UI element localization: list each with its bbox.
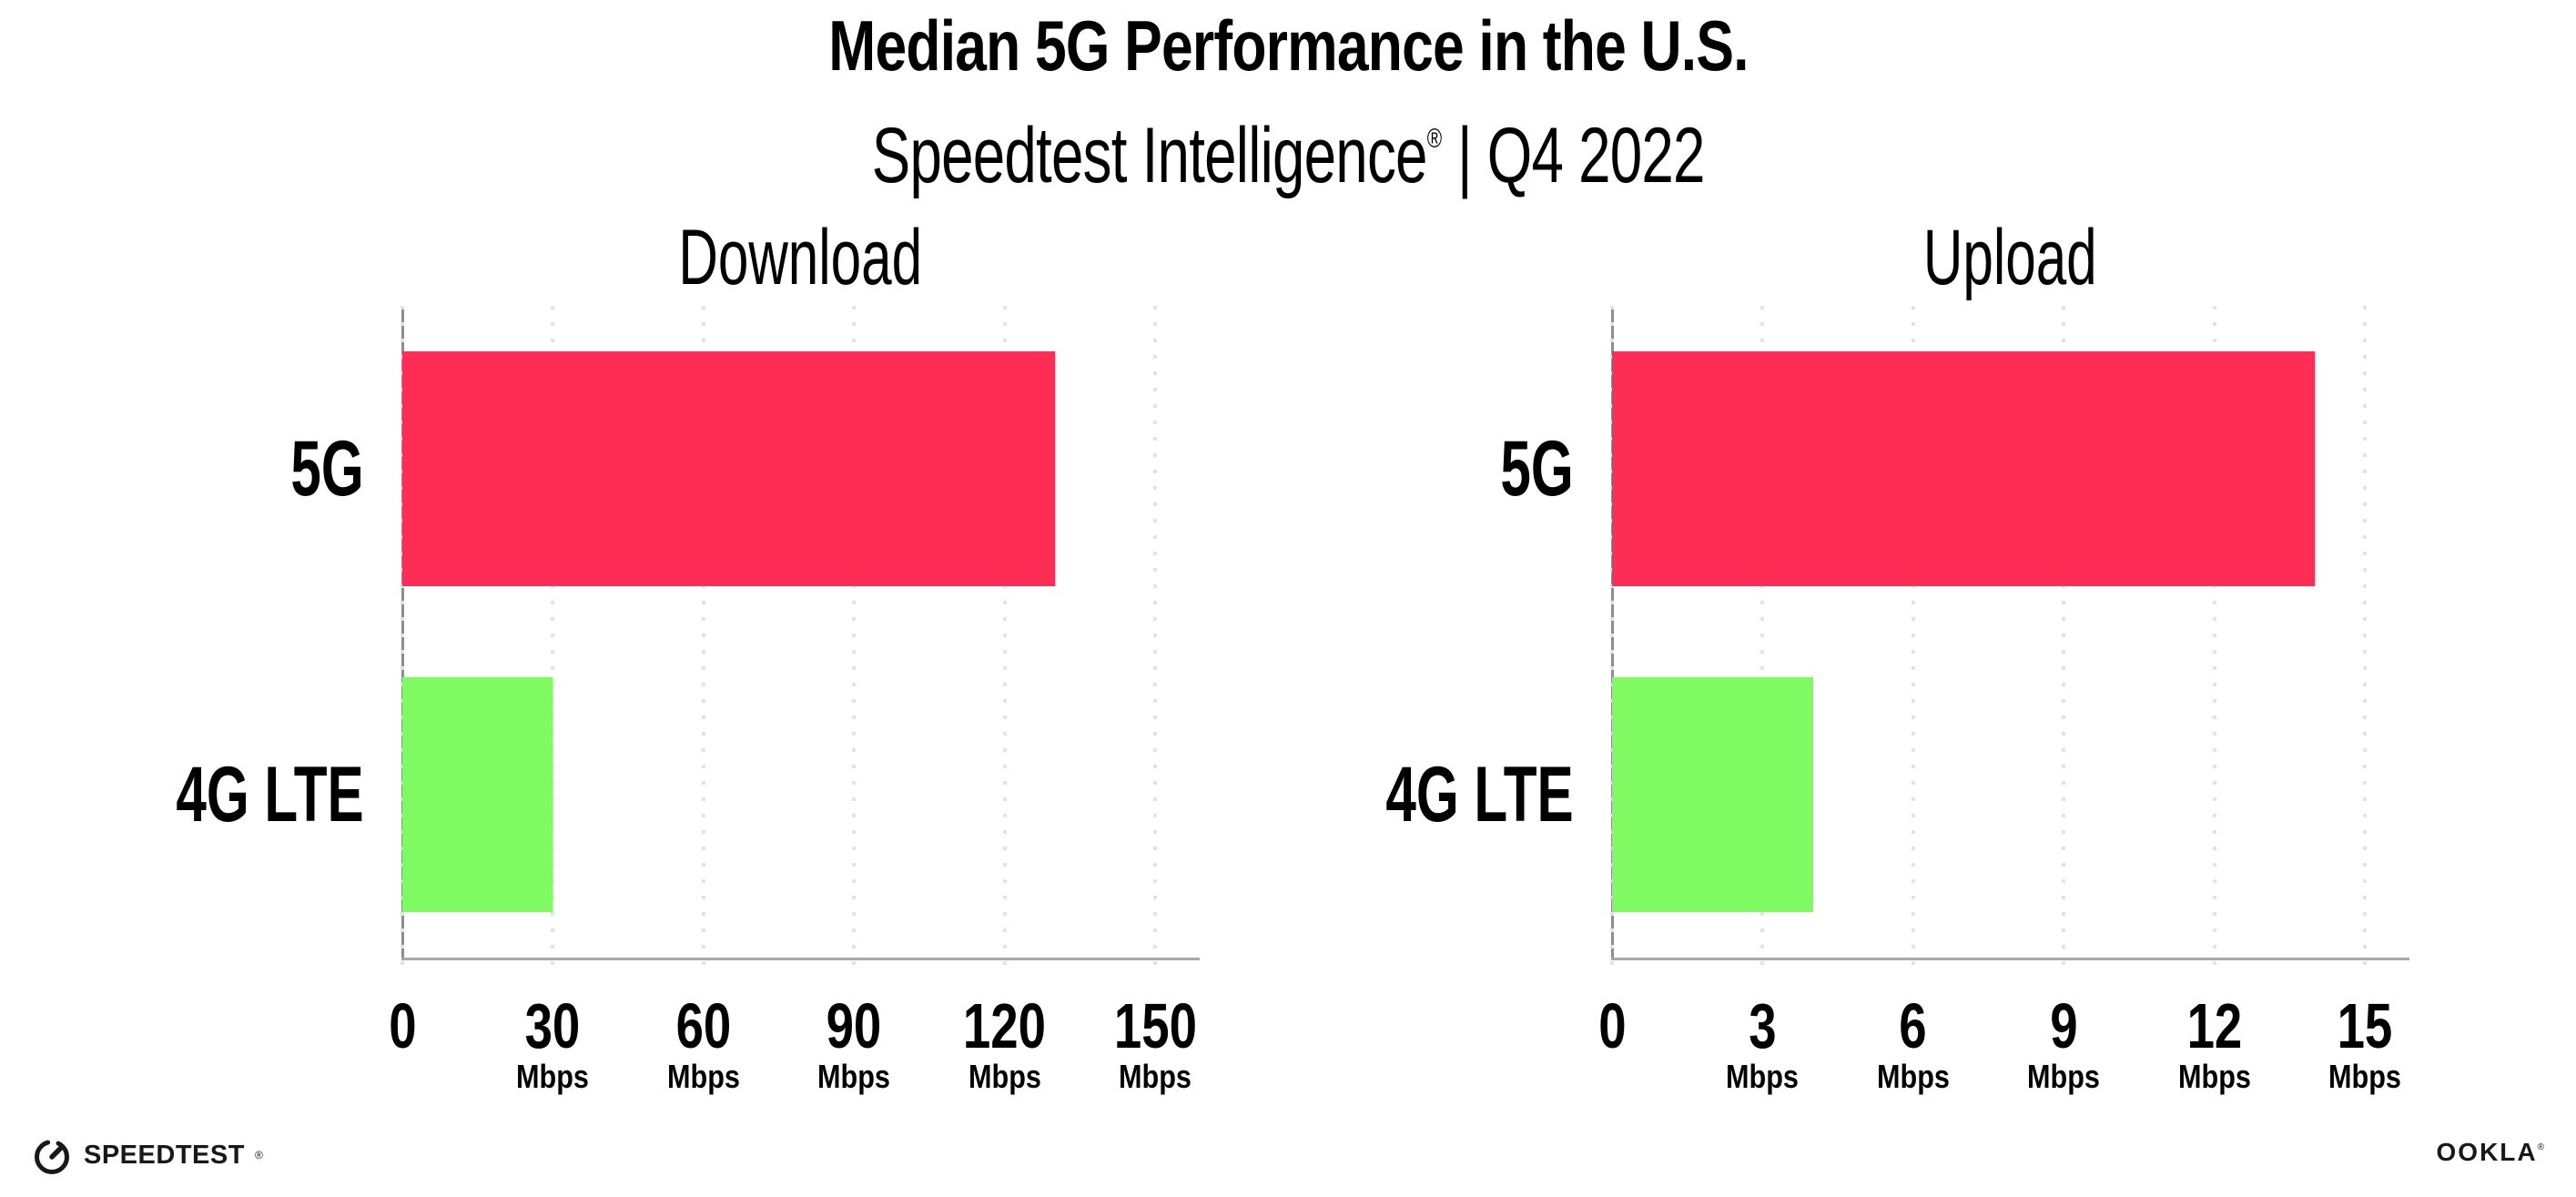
gridline-15 [2363,306,2368,974]
x-tick-label-90: 90 Mbps [817,990,891,1095]
page-title: Median 5G Performance in the U.S. [827,5,1749,86]
gridline-0 [401,306,404,974]
x-tick-label-15: 15 Mbps [2328,990,2402,1095]
download-chart-plot: 0 30 Mbps 60 Mbps 90 Mbps 120 Mbps 150 Mbps 5G 4G LT… [177,306,1200,1094]
bar-4g-lte-upload [1612,677,1813,912]
category-label-5g: 5G [1500,425,1574,512]
gridline-3 [1760,306,1765,974]
registered-mark: ® [1426,124,1442,154]
x-tick-label-0: 0 [388,990,417,1061]
speedtest-registered-mark: ® [254,1149,263,1161]
category-label-5g: 5G [290,425,364,512]
x-tick-label-30: 30 Mbps [516,990,590,1095]
page-subtitle: Speedtest Intelligence® | Q4 2022 [0,98,2576,197]
bar-4g-lte-download [402,677,553,912]
speedtest-wordmark: SPEEDTEST [84,1140,245,1170]
bar-5g-upload [1612,351,2315,586]
speedtest-gauge-icon [35,1140,69,1174]
ookla-logo: OOKLA® [2437,1140,2544,1165]
upload-x-axis [1611,958,2409,960]
download-chart-title: Download [678,214,922,301]
x-tick-label-60: 60 Mbps [666,990,740,1095]
subtitle-period: | Q4 2022 [1441,112,1705,199]
download-x-axis [401,958,1200,960]
gridline-0 [1610,306,1614,974]
gridline-150 [1153,306,1158,974]
upload-chart-plot: 0 3 Mbps 6 Mbps 9 Mbps 12 Mbps 15 Mbps 5G 4G LTE [1386,306,2409,1094]
x-tick-label-12: 12 Mbps [2177,990,2251,1095]
subtitle-brand: Speedtest Intelligence [871,112,1428,199]
x-tick-label-150: 150 Mbps [1113,990,1197,1095]
ookla-wordmark: OOKLA [2436,1138,2538,1166]
bar-5g-download [402,351,1055,586]
ookla-registered-mark: ® [2537,1142,2544,1152]
speedtest-logo: SPEEDTEST ® [30,1134,263,1176]
x-tick-label-120: 120 Mbps [963,990,1047,1095]
upload-chart-title: Upload [1922,214,2097,301]
gridline-120 [1002,306,1007,974]
x-tick-label-6: 6 Mbps [1876,990,1950,1095]
category-label-4g-lte: 4G LTE [1385,751,1574,838]
x-tick-label-3: 3 Mbps [1726,990,1800,1095]
gridline-30 [551,306,555,974]
gridline-9 [2062,306,2066,974]
x-tick-label-9: 9 Mbps [2027,990,2101,1095]
category-label-4g-lte: 4G LTE [176,751,364,838]
gridline-6 [1911,306,1915,974]
gridline-12 [2212,306,2216,974]
gridline-90 [852,306,857,974]
x-tick-label-0: 0 [1597,990,1627,1061]
gridline-60 [701,306,705,974]
